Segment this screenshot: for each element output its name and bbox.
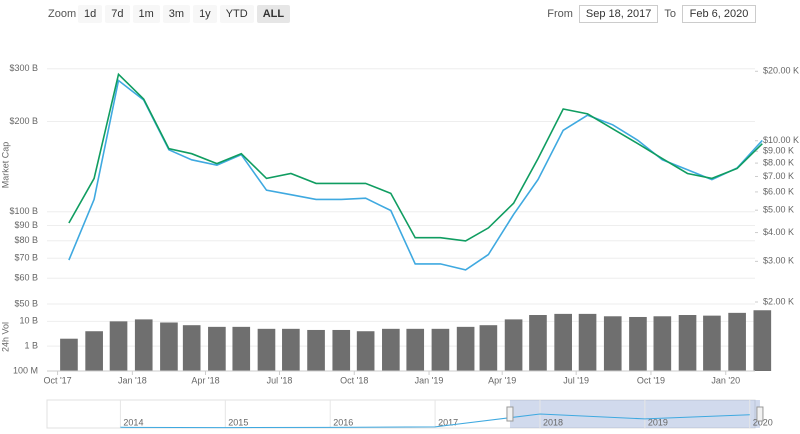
navigator-line bbox=[120, 413, 750, 429]
y2-tick-label: $8.00 K bbox=[763, 157, 794, 167]
zoom-button[interactable]: ALL bbox=[256, 5, 291, 23]
y-tick-label: $80 B bbox=[14, 235, 38, 245]
volume-bar bbox=[529, 315, 547, 371]
volume-bar bbox=[703, 315, 721, 371]
navigator-tick-label: 2020 bbox=[753, 417, 773, 427]
volume-bar bbox=[208, 326, 226, 371]
navigator-tick-label: 2015 bbox=[228, 417, 248, 427]
volume-bar bbox=[554, 313, 572, 371]
volume-bar bbox=[728, 312, 746, 371]
range-selector: Zoom 1d 7d 1m 3m 1y YTD ALL From Sep 18, 2017 … bbox=[0, 0, 800, 30]
zoom-button[interactable]: 1d bbox=[78, 5, 103, 23]
date-range: From Sep 18, 2017 To Feb 6, 2020 bbox=[547, 5, 756, 23]
volume-bar bbox=[678, 315, 697, 371]
y-tick-label: 10 B bbox=[19, 316, 38, 326]
navigator-selection bbox=[509, 400, 760, 428]
y2-tick-label: $2.00 K bbox=[763, 296, 794, 306]
volume-bar bbox=[382, 328, 400, 371]
zoom-button[interactable]: 1y bbox=[193, 5, 217, 23]
series-line bbox=[68, 79, 763, 271]
navigator-tick-label: 2018 bbox=[543, 417, 563, 427]
volume-bar bbox=[479, 325, 498, 371]
zoom-button[interactable]: YTD bbox=[219, 5, 254, 23]
x-tick-label: Jul '18 bbox=[267, 375, 293, 385]
navigator-tick-label: 2016 bbox=[333, 417, 353, 427]
from-label: From bbox=[547, 8, 573, 20]
y2-tick-label: $4.00 K bbox=[763, 227, 794, 237]
from-input[interactable]: Sep 18, 2017 bbox=[578, 5, 659, 23]
y-tick-label: $70 B bbox=[14, 253, 38, 263]
y2-tick-label: $7.00 K bbox=[763, 171, 794, 181]
navigator-tick-label: 2019 bbox=[648, 417, 668, 427]
navigator-tick-label: 2014 bbox=[123, 417, 143, 427]
volume-bar bbox=[282, 328, 300, 371]
volume-bar bbox=[332, 329, 351, 371]
y2-tick-label: $6.00 K bbox=[763, 186, 794, 196]
navigator-handle[interactable] bbox=[506, 406, 514, 422]
volume-bar bbox=[257, 328, 276, 371]
y-tick-label: $100 B bbox=[9, 206, 38, 216]
x-tick-label: Oct '19 bbox=[637, 375, 665, 385]
y-tick-label: $50 B bbox=[14, 298, 38, 308]
volume-bar bbox=[232, 326, 251, 371]
x-tick-label: Apr '18 bbox=[191, 375, 219, 385]
x-tick-label: Jan '19 bbox=[415, 375, 444, 385]
y-tick-label: $60 B bbox=[14, 273, 38, 283]
x-tick-label: Apr '19 bbox=[488, 375, 516, 385]
zoom-button[interactable]: 7d bbox=[105, 5, 130, 23]
series-line bbox=[68, 72, 763, 242]
y2-tick-label: $20.00 K bbox=[763, 66, 799, 76]
zoom-button[interactable]: 1m bbox=[132, 5, 160, 23]
x-tick-label: Oct '17 bbox=[43, 375, 71, 385]
volume-bar bbox=[431, 328, 450, 371]
y-axis-title: Market Cap bbox=[0, 142, 10, 189]
y-tick-label: $90 B bbox=[14, 220, 38, 230]
y-tick-label: $200 B bbox=[9, 116, 38, 126]
volume-bar bbox=[603, 316, 622, 371]
volume-bar bbox=[134, 319, 153, 371]
zoom-buttons: 1d 7d 1m 3m 1y YTD ALL bbox=[78, 5, 291, 23]
x-tick-label: Jul '19 bbox=[563, 375, 589, 385]
x-tick-label: Oct '18 bbox=[340, 375, 368, 385]
navigator-handle[interactable] bbox=[756, 406, 764, 422]
x-tick-label: Jan '18 bbox=[118, 375, 147, 385]
y2-tick-label: $5.00 K bbox=[763, 205, 794, 215]
volume-bar bbox=[356, 331, 375, 371]
to-input[interactable]: Feb 6, 2020 bbox=[682, 5, 756, 23]
navigator-tick-label: 2017 bbox=[438, 417, 458, 427]
to-label: To bbox=[664, 8, 676, 20]
navigator-frame bbox=[46, 399, 756, 429]
y2-tick-label: $9.00 K bbox=[763, 146, 794, 156]
zoom-button[interactable]: 3m bbox=[162, 5, 191, 23]
y2-tick-label: $10.00 K bbox=[763, 135, 799, 145]
volume-bar bbox=[578, 313, 597, 371]
y-tick-label: $300 B bbox=[9, 63, 38, 73]
volume-bar bbox=[160, 322, 178, 371]
y-tick-label: 100 M bbox=[13, 365, 38, 375]
volume-bar bbox=[60, 338, 78, 371]
volume-bar bbox=[504, 319, 523, 371]
volume-bar bbox=[456, 326, 475, 371]
volume-bar bbox=[753, 310, 772, 371]
volume-bar bbox=[307, 329, 325, 371]
volume-bar bbox=[406, 328, 425, 371]
y-tick-label: 1 B bbox=[24, 341, 38, 351]
volume-bar bbox=[85, 331, 103, 371]
volume-bar bbox=[629, 316, 647, 371]
volume-bar bbox=[653, 316, 672, 371]
x-tick-label: Jan '20 bbox=[711, 375, 740, 385]
y2-tick-label: $3.00 K bbox=[763, 256, 794, 266]
volume-bar bbox=[182, 325, 201, 371]
zoom-label: Zoom bbox=[48, 8, 77, 20]
y-axis-title: 24h Vol bbox=[0, 322, 10, 352]
volume-bar bbox=[109, 321, 128, 371]
